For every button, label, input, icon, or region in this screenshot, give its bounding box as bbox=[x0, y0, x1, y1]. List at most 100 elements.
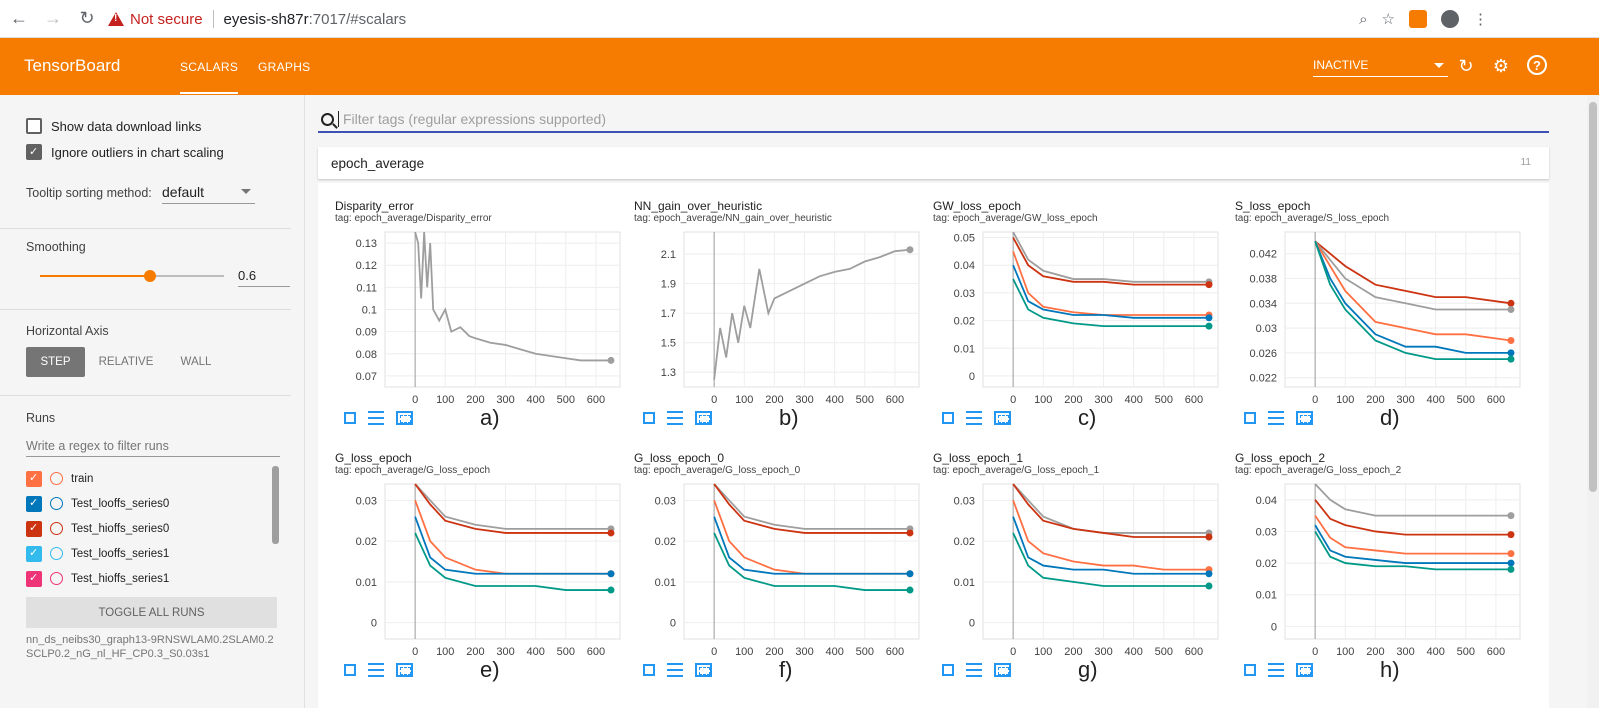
ignore-outliers-checkbox[interactable]: Ignore outliers in chart scaling bbox=[26, 144, 224, 160]
axis-step-button[interactable]: STEP bbox=[26, 347, 85, 377]
series-line bbox=[1314, 240, 1512, 342]
fit-domain-icon[interactable] bbox=[396, 411, 413, 425]
toggle-all-runs-button[interactable]: TOGGLE ALL RUNS bbox=[26, 597, 277, 628]
run-item[interactable]: Test_hioffs_series1 bbox=[26, 566, 271, 591]
tag-filter-input[interactable]: Filter tags (regular expressions support… bbox=[343, 111, 607, 127]
run-checkbox[interactable] bbox=[26, 495, 42, 512]
smoothing-input[interactable]: 0.6 bbox=[238, 268, 290, 287]
log-scale-icon[interactable] bbox=[1268, 411, 1284, 425]
log-scale-icon[interactable] bbox=[368, 663, 384, 677]
show-download-links-checkbox[interactable]: Show data download links bbox=[26, 118, 201, 134]
series-line bbox=[1012, 500, 1209, 571]
run-checkbox[interactable] bbox=[26, 470, 42, 487]
chart-plot[interactable]: 0 100 200 300 400 500 600 0.04 0.03 0.02 0.01 0 bbox=[1230, 479, 1530, 669]
run-item[interactable] bbox=[26, 591, 271, 594]
log-scale-icon[interactable] bbox=[667, 411, 683, 425]
chart-plot[interactable]: 0 100 200 300 400 500 600 2.1 1.9 1.7 1.5 1.3 bbox=[629, 227, 929, 417]
fit-domain-icon[interactable] bbox=[994, 663, 1011, 677]
y-tick-label: 0.01 bbox=[655, 577, 676, 589]
security-indicator[interactable]: Not secure bbox=[108, 11, 203, 28]
reload-icon[interactable]: ↻ bbox=[79, 8, 95, 28]
y-tick-label: 0.02 bbox=[954, 316, 975, 328]
runs-scrollbar[interactable] bbox=[272, 466, 279, 544]
profile-avatar[interactable] bbox=[1441, 10, 1459, 28]
charts-panel: Disparity_error tag: epoch_average/Dispar… bbox=[318, 183, 1549, 708]
forward-icon[interactable]: → bbox=[44, 8, 62, 28]
tag-filter[interactable]: Filter tags (regular expressions support… bbox=[318, 107, 1549, 133]
address-bar[interactable]: Not secure eyesis-sh87r:7017/#scalars ⌕ … bbox=[108, 5, 1488, 33]
fit-domain-icon[interactable] bbox=[396, 663, 413, 677]
expand-icon[interactable] bbox=[643, 664, 655, 676]
run-color-swatch[interactable] bbox=[50, 547, 63, 560]
chart-plot[interactable]: 0 100 200 300 400 500 600 0.13 0.12 0.11 0.1 0.09 0.… bbox=[330, 227, 630, 417]
run-checkbox[interactable] bbox=[26, 570, 42, 587]
run-color-swatch[interactable] bbox=[50, 497, 63, 510]
gear-icon[interactable]: ⚙ bbox=[1492, 55, 1510, 76]
menu-dots-icon[interactable]: ⋮ bbox=[1473, 11, 1488, 28]
run-item[interactable]: Test_looffs_series0 bbox=[26, 491, 271, 516]
slider-thumb[interactable] bbox=[144, 270, 157, 282]
expand-icon[interactable] bbox=[344, 412, 356, 424]
log-scale-icon[interactable] bbox=[966, 663, 982, 677]
fit-domain-icon[interactable] bbox=[695, 411, 712, 425]
run-item[interactable]: Test_hioffs_series0 bbox=[26, 516, 271, 541]
chart-plot[interactable]: 0 100 200 300 400 500 600 0.03 0.02 0.01 0 bbox=[928, 479, 1228, 669]
log-scale-icon[interactable] bbox=[966, 411, 982, 425]
fit-domain-icon[interactable] bbox=[994, 411, 1011, 425]
plot-area bbox=[982, 483, 1219, 640]
app-toolbar: TensorBoard SCALARS GRAPHS INACTIVE ↻ ⚙ … bbox=[0, 38, 1599, 95]
chart-plot[interactable]: 0 100 200 300 400 500 600 0.042 0.038 0.034 0.03 0.… bbox=[1230, 227, 1530, 417]
y-tick-label: 0.02 bbox=[655, 536, 676, 548]
chart-plot[interactable]: 0 100 200 300 400 500 600 0.03 0.02 0.01 0 bbox=[629, 479, 929, 669]
expand-icon[interactable] bbox=[942, 412, 954, 424]
help-icon[interactable]: ? bbox=[1527, 55, 1547, 75]
log-scale-icon[interactable] bbox=[368, 411, 384, 425]
category-header[interactable]: epoch_average 11 bbox=[318, 147, 1549, 179]
run-color-swatch[interactable] bbox=[50, 522, 63, 535]
chart-card: G_loss_epoch tag: epoch_average/G_loss_ep… bbox=[330, 435, 625, 685]
expand-icon[interactable] bbox=[344, 664, 356, 676]
tab-scalars[interactable]: SCALARS bbox=[180, 60, 239, 94]
expand-icon[interactable] bbox=[1244, 664, 1256, 676]
bookmark-star-icon[interactable]: ☆ bbox=[1381, 11, 1395, 28]
fit-domain-icon[interactable] bbox=[1296, 663, 1313, 677]
chart-plot[interactable]: 0 100 200 300 400 500 600 0.03 0.02 0.01 0 bbox=[330, 479, 630, 669]
extension-icon[interactable] bbox=[1409, 10, 1427, 28]
tab-graphs[interactable]: GRAPHS bbox=[258, 60, 311, 74]
expand-icon[interactable] bbox=[1244, 412, 1256, 424]
run-checkbox[interactable] bbox=[26, 520, 42, 537]
search-icon bbox=[321, 112, 334, 126]
chevron-down-icon bbox=[1434, 63, 1444, 68]
runs-filter-input[interactable]: Write a regex to filter runs bbox=[26, 439, 280, 457]
expand-icon[interactable] bbox=[942, 664, 954, 676]
axis-relative-button[interactable]: RELATIVE bbox=[98, 356, 154, 368]
page-scrollbar[interactable] bbox=[1587, 95, 1599, 708]
log-scale-icon[interactable] bbox=[1268, 663, 1284, 677]
run-checkbox[interactable] bbox=[26, 545, 42, 562]
back-icon[interactable]: ← bbox=[10, 8, 28, 28]
log-scale-icon[interactable] bbox=[667, 663, 683, 677]
tooltip-sorting-select[interactable]: default bbox=[162, 184, 255, 204]
y-tick-label: 0.03 bbox=[356, 495, 377, 507]
fit-domain-icon[interactable] bbox=[695, 663, 712, 677]
inactive-dashboards-select[interactable]: INACTIVE bbox=[1313, 58, 1448, 77]
checkbox-checked[interactable] bbox=[26, 144, 42, 160]
chart-card: NN_gain_over_heuristic tag: epoch_average… bbox=[629, 183, 924, 433]
refresh-icon[interactable]: ↻ bbox=[1458, 55, 1474, 76]
fit-domain-icon[interactable] bbox=[1296, 411, 1313, 425]
run-item[interactable]: train bbox=[26, 466, 271, 491]
axis-wall-button[interactable]: WALL bbox=[180, 356, 212, 368]
zoom-icon[interactable]: ⌕ bbox=[1359, 10, 1368, 28]
run-item[interactable]: Test_looffs_series1 bbox=[26, 541, 271, 566]
y-tick-label: 0.03 bbox=[954, 288, 975, 300]
series-line bbox=[1012, 532, 1209, 587]
checkbox-unchecked[interactable] bbox=[26, 118, 42, 134]
chart-plot[interactable]: 0 100 200 300 400 500 600 0.05 0.04 0.03 0.02 0.01 0 bbox=[928, 227, 1228, 417]
smoothing-slider[interactable] bbox=[40, 270, 224, 282]
chart-title: S_loss_epoch bbox=[1235, 199, 1311, 213]
scrollbar-thumb[interactable] bbox=[1589, 102, 1597, 492]
run-color-swatch[interactable] bbox=[50, 472, 63, 485]
y-tick-label: 0.01 bbox=[356, 577, 377, 589]
run-color-swatch[interactable] bbox=[50, 572, 63, 585]
expand-icon[interactable] bbox=[643, 412, 655, 424]
